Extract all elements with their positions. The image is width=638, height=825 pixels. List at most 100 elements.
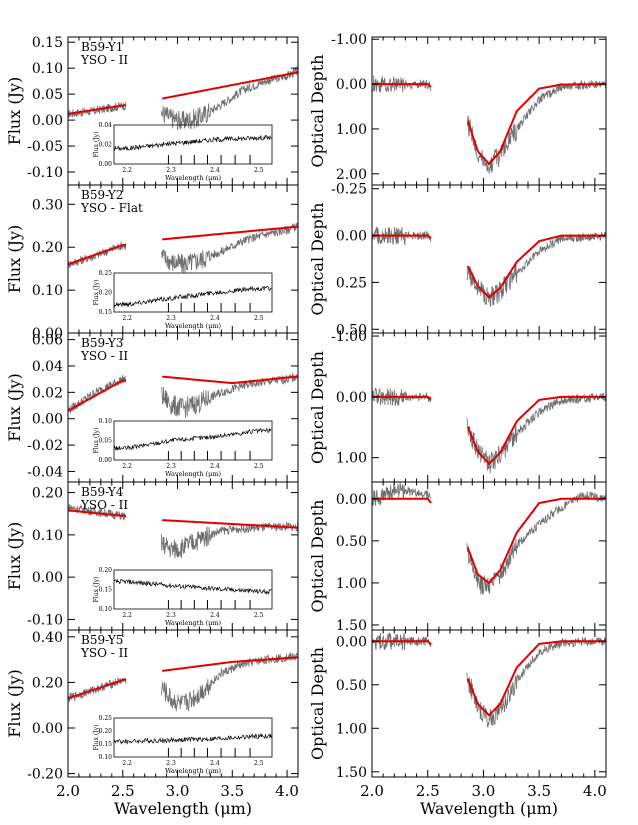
y-axis-label: Optical Depth	[308, 203, 327, 316]
model-fit-line	[67, 656, 299, 700]
x-tick-label: 4.0	[583, 782, 607, 800]
y-tick-label: 1.00	[336, 721, 367, 737]
inset-y-tick-label: 0.02	[99, 142, 113, 149]
inset-y-tick-label: 0.10	[99, 754, 113, 761]
plot-frame	[371, 629, 607, 778]
inset-y-label: Flux (Jy)	[93, 725, 100, 751]
inset-spectrum: 2.2 2.3 2.4 2.5 0.04 0.02 0.00 Wavelength (μm) F…	[93, 122, 273, 182]
inset-y-tick-label: 0.10	[99, 418, 113, 425]
y-tick-label: 0.00	[32, 326, 63, 342]
y-tick-label: -0.02	[27, 438, 63, 454]
inset-y-tick-label: 0.10	[99, 606, 113, 613]
inset-y-tick-label: 0.25	[99, 715, 113, 722]
y-tick-label: -0.25	[331, 182, 367, 198]
source-name: B59-Y5	[81, 633, 123, 647]
x-tick-label: 3.0	[471, 782, 495, 800]
observed-spectrum	[371, 632, 607, 728]
y-tick-label: 0.10	[32, 61, 63, 77]
inset-x-tick-label: 2.2	[122, 463, 132, 470]
y-axis-label: Optical Depth	[308, 500, 327, 613]
inset-x-tick-label: 2.5	[254, 612, 264, 619]
x-tick-label: 3.0	[166, 782, 190, 800]
y-axis-label: Optical Depth	[308, 55, 327, 168]
inset-frame	[113, 717, 273, 758]
y-tick-label: 0.10	[32, 283, 63, 299]
y-tick-label: 0.30	[32, 197, 63, 213]
inset-x-tick-label: 2.4	[210, 167, 220, 174]
inset-x-tick-label: 2.5	[254, 167, 264, 174]
model-fit-line	[67, 225, 299, 266]
inset-x-tick-label: 2.4	[210, 463, 220, 470]
plot-frame	[371, 184, 607, 334]
inset-x-tick-label: 2.2	[122, 167, 132, 174]
y-tick-label: -0.10	[27, 612, 63, 628]
inset-x-tick-label: 2.3	[166, 760, 176, 767]
inset-y-label: Flux (Jy)	[93, 280, 100, 306]
y-tick-label: 0.20	[32, 486, 63, 502]
x-tick-label: 2.5	[416, 782, 440, 800]
model-fit-line	[372, 640, 606, 717]
y-tick-label: 0.02	[32, 385, 63, 401]
inset-x-tick-label: 2.3	[166, 612, 176, 619]
y-tick-label: 1.50	[336, 765, 367, 781]
inset-x-label: Wavelength (μm)	[165, 767, 222, 775]
inset-x-tick-label: 2.4	[210, 760, 220, 767]
model-fit-line	[372, 395, 606, 466]
y-axis-label: Flux (Jy)	[5, 225, 24, 294]
inset-x-label: Wavelength (μm)	[165, 322, 222, 330]
inset-y-tick-label: 0.20	[99, 728, 113, 735]
y-tick-label: 0.40	[32, 630, 63, 646]
inset-x-tick-label: 2.3	[166, 315, 176, 322]
x-tick-label: 3.5	[220, 782, 244, 800]
y-tick-label: 0.00	[336, 634, 367, 650]
y-axis-label: Optical Depth	[308, 647, 327, 760]
source-name: B59-Y4	[81, 485, 124, 499]
inset-y-tick-label: 0.20	[99, 290, 113, 297]
observed-spectrum	[67, 371, 299, 418]
y-tick-label: -0.05	[27, 139, 63, 155]
y-tick-label: 0.04	[32, 359, 63, 375]
x-axis-label-right: Wavelength (μm)	[420, 799, 558, 818]
y-tick-label: 1.50	[336, 618, 367, 634]
inset-y-tick-label: 0.04	[99, 122, 113, 129]
y-tick-label: 0.00	[32, 113, 63, 129]
model-fit-line	[372, 497, 606, 585]
inset-x-tick-label: 2.5	[254, 463, 264, 470]
x-axis-label-left: Wavelength (μm)	[114, 799, 252, 818]
inset-y-label: Flux (Jy)	[93, 132, 100, 158]
inset-spectrum: 2.2 2.3 2.4 2.5 0.10 0.05 0.00 Wavelength (μm) F…	[93, 418, 273, 478]
inset-x-tick-label: 2.3	[166, 463, 176, 470]
yso-class: YSO - II	[80, 498, 128, 512]
inset-x-label: Wavelength (μm)	[165, 619, 222, 627]
y-axis-label: Optical Depth	[308, 351, 327, 464]
yso-class: YSO - II	[80, 646, 128, 660]
inset-spectrum-line	[113, 427, 272, 451]
x-tick-label: 4.0	[275, 782, 299, 800]
inset-y-label: Flux (Jy)	[93, 428, 100, 454]
inset-x-tick-label: 2.2	[122, 760, 132, 767]
inset-spectrum-line	[113, 732, 272, 745]
inset-x-tick-label: 2.2	[122, 315, 132, 322]
optical-depth-panel-1: -1.00 0.00 1.00 2.00 Optical Depth	[308, 32, 607, 186]
y-tick-label: 0.00	[336, 77, 367, 93]
inset-y-tick-label: 0.00	[99, 161, 113, 168]
inset-frame	[113, 420, 273, 461]
y-tick-label: 0.00	[32, 721, 63, 737]
model-fit-line	[67, 375, 299, 412]
y-tick-label: 2.00	[336, 167, 367, 183]
inset-x-tick-label: 2.5	[254, 760, 264, 767]
y-tick-label: 0.00	[336, 390, 367, 406]
inset-x-tick-label: 2.2	[122, 612, 132, 619]
observed-spectrum	[371, 75, 607, 174]
y-tick-label: 0.00	[32, 570, 63, 586]
inset-frame	[113, 124, 273, 165]
y-tick-label: -0.10	[27, 165, 63, 181]
y-tick-label: 0.00	[32, 412, 63, 428]
observed-spectrum	[67, 652, 299, 712]
inset-x-tick-label: 2.3	[166, 167, 176, 174]
